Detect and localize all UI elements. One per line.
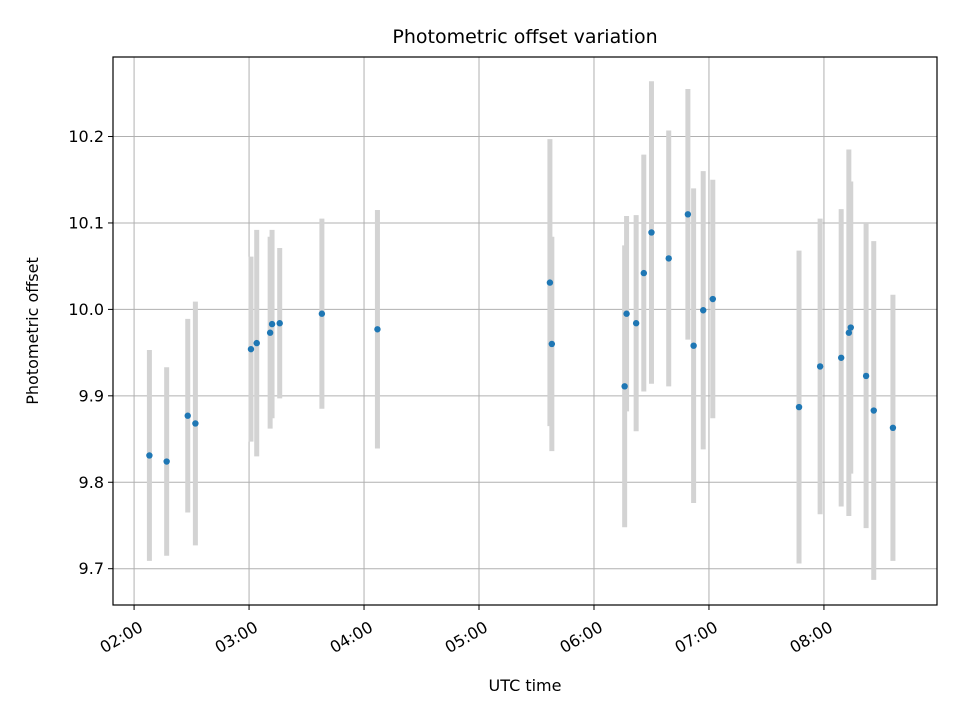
data-point xyxy=(862,372,870,380)
data-point xyxy=(374,326,381,333)
data-point xyxy=(546,279,554,286)
data-point xyxy=(665,255,672,262)
data-point xyxy=(276,320,283,327)
data-point xyxy=(318,310,326,317)
chart-title: Photometric offset variation xyxy=(392,26,657,48)
data-point xyxy=(184,412,191,419)
plot-area-frame xyxy=(112,56,938,606)
data-point xyxy=(192,420,199,427)
data-point xyxy=(146,452,153,459)
data-point xyxy=(847,324,854,331)
data-point xyxy=(684,211,692,218)
data-point xyxy=(548,340,556,348)
data-point xyxy=(795,403,803,411)
data-point xyxy=(816,363,824,370)
y-tick-label: 9.7 xyxy=(79,559,104,578)
x-axis-label: UTC time xyxy=(489,676,562,695)
data-point xyxy=(253,339,260,347)
data-point xyxy=(621,383,628,390)
data-point xyxy=(709,295,716,303)
data-point xyxy=(640,269,648,277)
y-tick-label: 10.0 xyxy=(68,300,104,319)
data-point xyxy=(700,307,707,314)
y-axis-label: Photometric offset xyxy=(23,257,42,405)
data-point xyxy=(623,310,630,317)
data-point xyxy=(889,424,897,432)
y-tick-label: 9.9 xyxy=(79,386,104,405)
data-point xyxy=(870,407,877,414)
data-point xyxy=(247,345,255,353)
y-tick-label: 10.2 xyxy=(68,127,104,146)
data-point xyxy=(163,458,170,465)
data-point xyxy=(648,229,655,236)
y-axis-ticks: 9.7 9.8 9.9 10.0 10.1 10.2 xyxy=(68,127,113,578)
data-point xyxy=(845,329,853,336)
data-point xyxy=(690,342,697,349)
y-tick-label: 10.1 xyxy=(68,213,104,232)
data-point xyxy=(266,329,274,336)
data-points xyxy=(146,211,897,465)
data-point xyxy=(632,320,640,327)
data-point xyxy=(268,320,276,328)
y-tick-label: 9.8 xyxy=(79,473,104,492)
data-point xyxy=(837,354,845,361)
